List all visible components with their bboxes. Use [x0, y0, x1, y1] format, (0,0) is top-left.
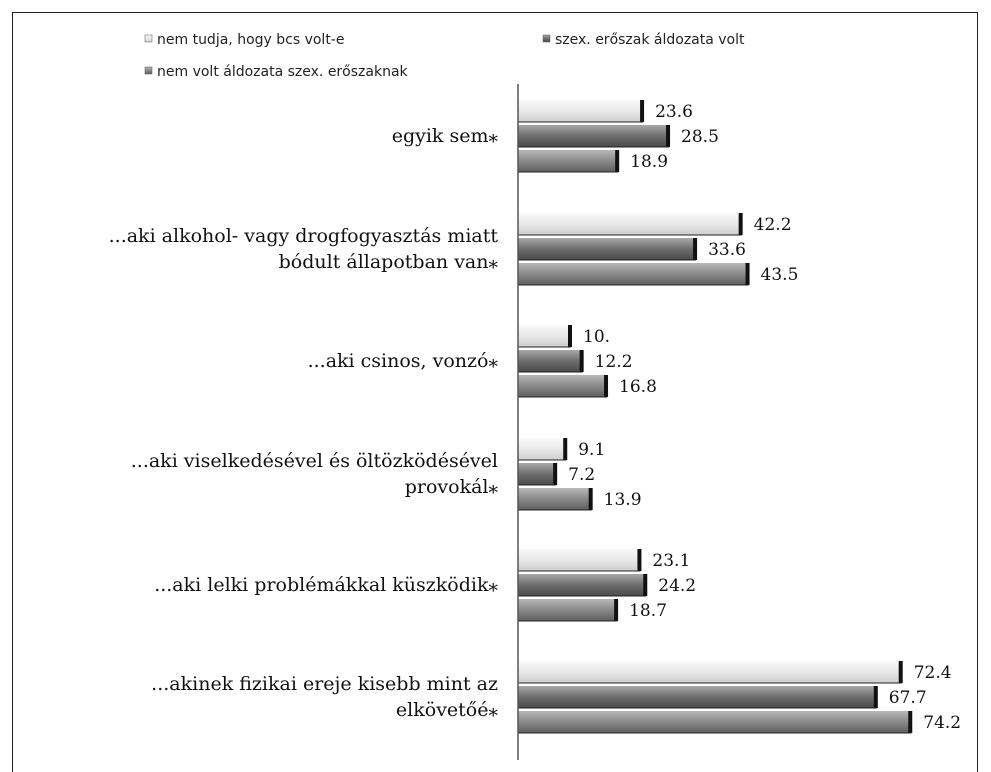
bar-s1-c4 — [518, 438, 567, 460]
bar-s3-c1 — [518, 150, 619, 172]
bar-s2-c2 — [518, 238, 697, 260]
bar-s1-c3 — [518, 325, 571, 347]
value-label-s1-c3: 10. — [583, 327, 610, 347]
value-label-s3-c4: 13.9 — [604, 490, 642, 510]
category-label-4-line-2: provokál⁎ — [405, 476, 499, 498]
value-label-s2-c3: 12.2 — [595, 352, 633, 372]
chart-frame — [12, 12, 978, 772]
bar-s1-c1 — [518, 100, 644, 122]
value-label-s1-c2: 42.2 — [754, 215, 792, 235]
bar-s1-c6 — [518, 661, 902, 683]
legend-swatch-2 — [542, 34, 551, 43]
value-label-s3-c6: 74.2 — [923, 713, 961, 733]
value-label-s2-c5: 24.2 — [658, 576, 696, 596]
category-label-2-line-1: ...aki alkohol- vagy drogfogyasztás miat… — [109, 225, 499, 247]
bar-end-s1-c1 — [640, 100, 645, 122]
bar-s2-c5 — [518, 574, 647, 596]
bar-end-s3-c2 — [745, 263, 750, 285]
category-label-6-line-2: elkövetőé⁎ — [396, 699, 499, 721]
bar-end-s1-c2 — [738, 213, 743, 235]
bar-end-s2-c6 — [873, 686, 878, 708]
bar-end-s3-c5 — [614, 599, 619, 621]
value-label-s2-c6: 67.7 — [889, 688, 927, 708]
legend: nem tudja, hogy bcs volt-e szex. erőszak … — [144, 32, 745, 80]
category-label-2-line-2: bódult állapotban van⁎ — [279, 251, 499, 273]
bar-s2-c4 — [518, 463, 557, 485]
value-label-s3-c5: 18.7 — [629, 601, 667, 621]
category-label-5: ...aki lelki problémákkal küszködik⁎ — [154, 574, 498, 596]
bar-end-s1-c4 — [563, 438, 568, 460]
bar-end-s3-c1 — [615, 150, 620, 172]
bar-end-s1-c6 — [898, 661, 903, 683]
bar-end-s2-c3 — [579, 350, 584, 372]
bar-end-s2-c4 — [553, 463, 558, 485]
value-label-s2-c1: 28.5 — [681, 127, 719, 147]
bar-end-s2-c1 — [666, 125, 671, 147]
value-label-s3-c1: 18.9 — [630, 152, 668, 172]
bar-end-s2-c2 — [693, 238, 698, 260]
bar-end-s1-c5 — [637, 549, 642, 571]
bar-end-s3-c6 — [908, 711, 913, 733]
bar-s2-c1 — [518, 125, 670, 147]
bar-s3-c4 — [518, 488, 592, 510]
category-label-1: egyik sem⁎ — [392, 125, 499, 147]
category-label-4-line-1: ...aki viselkedésével és öltözködésével — [131, 450, 498, 472]
legend-swatch-3 — [144, 66, 153, 75]
value-label-s3-c2: 43.5 — [761, 265, 799, 285]
value-label-s1-c5: 23.1 — [652, 551, 690, 571]
bar-s2-c6 — [518, 686, 877, 708]
bar-end-s2-c5 — [643, 574, 648, 596]
bar-s2-c3 — [518, 350, 583, 372]
bar-s3-c6 — [518, 711, 912, 733]
value-label-s1-c4: 9.1 — [578, 440, 605, 460]
value-label-s1-c1: 23.6 — [655, 102, 693, 122]
legend-label-3: nem volt áldozata szex. erőszaknak — [157, 64, 409, 80]
bar-s1-c2 — [518, 213, 742, 235]
bar-s3-c3 — [518, 375, 608, 397]
bar-end-s1-c3 — [568, 325, 572, 347]
bar-s3-c5 — [518, 599, 618, 621]
bars — [518, 100, 913, 734]
value-label-s2-c4: 7.2 — [568, 465, 595, 485]
value-label-s3-c3: 16.8 — [619, 377, 657, 397]
legend-label-1: nem tudja, hogy bcs volt-e — [157, 32, 344, 48]
category-label-6-line-1: ...akinek fizikai ereje kisebb mint az — [151, 673, 498, 695]
bar-end-s3-c4 — [588, 488, 593, 510]
legend-label-2: szex. erőszak áldozata volt — [555, 32, 745, 48]
value-label-s1-c6: 72.4 — [914, 663, 952, 683]
bar-s3-c2 — [518, 263, 749, 285]
value-label-s2-c2: 33.6 — [708, 240, 746, 260]
legend-swatch-1 — [144, 34, 153, 43]
category-label-3: ...aki csinos, vonzó⁎ — [308, 350, 499, 372]
bar-s1-c5 — [518, 549, 641, 571]
bar-end-s3-c3 — [604, 375, 609, 397]
